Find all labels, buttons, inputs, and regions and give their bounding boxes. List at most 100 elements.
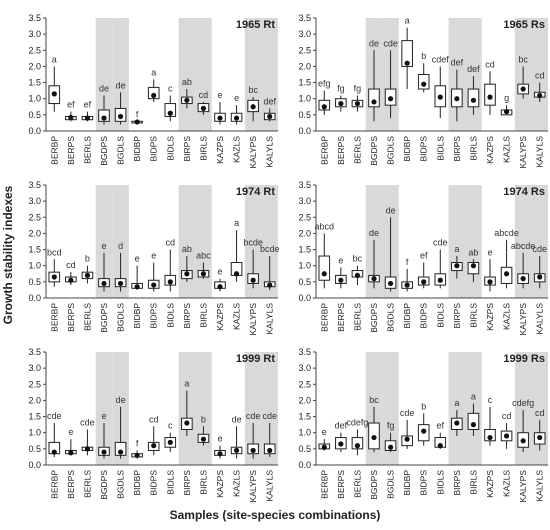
significance-letter: e bbox=[338, 255, 343, 265]
box-median bbox=[101, 449, 107, 455]
x-tick-label: BERPS bbox=[66, 303, 76, 332]
chart-panel: 0.0 0.5 1.0 1.5 2.0 2.5 3.0 3.5 1999 Rs e BERBP def… bbox=[298, 347, 548, 502]
significance-letter: ef bbox=[67, 100, 75, 110]
x-tick-label: KAZLS bbox=[502, 470, 512, 497]
box-median bbox=[503, 433, 510, 439]
box-median bbox=[267, 447, 273, 454]
y-tick-label: 3.0 bbox=[298, 196, 311, 206]
significance-letter: bc bbox=[248, 85, 258, 95]
box-median bbox=[503, 109, 510, 115]
panel-title: 1999 Rt bbox=[236, 353, 275, 365]
x-tick-label: KAZPS bbox=[485, 136, 495, 164]
significance-letter: e bbox=[101, 411, 106, 421]
panel-title: 1999 Rs bbox=[503, 353, 545, 365]
x-tick-label: BERLS bbox=[352, 470, 362, 498]
significance-letter: ab bbox=[182, 77, 192, 87]
shaded-column bbox=[95, 352, 113, 465]
y-tick-label: 2.0 bbox=[298, 61, 311, 71]
x-tick-label: KALYLS bbox=[535, 136, 545, 168]
significance-letter: bcde bbox=[260, 244, 280, 254]
significance-letter: de bbox=[369, 228, 379, 238]
y-tick-label: 3.5 bbox=[298, 180, 311, 190]
box-median bbox=[117, 113, 124, 120]
x-tick-label: BIDLS bbox=[165, 470, 175, 495]
x-tick-label: BIRLS bbox=[198, 470, 208, 495]
significance-letter: e bbox=[68, 427, 73, 437]
box-iqr bbox=[318, 255, 331, 281]
significance-letter: a bbox=[454, 398, 459, 408]
y-tick-label: 1.0 bbox=[298, 94, 311, 104]
significance-letter: cde bbox=[246, 411, 261, 421]
x-tick-label: KALYLS bbox=[535, 470, 545, 502]
box-median bbox=[267, 113, 273, 120]
x-tick-label: BERLS bbox=[82, 470, 92, 498]
x-tick-label: BIDPS bbox=[149, 470, 159, 496]
significance-letter: cd bbox=[149, 414, 159, 424]
box-median bbox=[134, 119, 140, 125]
x-tick-label: BIRPS bbox=[452, 303, 462, 329]
box-median bbox=[200, 105, 207, 111]
box-median bbox=[184, 420, 190, 426]
significance-letter: cd bbox=[199, 90, 209, 100]
significance-letter: cde bbox=[383, 38, 398, 48]
x-tick-label: BIDLS bbox=[435, 136, 445, 161]
significance-letter: b bbox=[85, 254, 90, 264]
box-median bbox=[68, 114, 74, 121]
significance-letter: bcd bbox=[47, 247, 62, 257]
significance-letter: cde bbox=[532, 244, 547, 254]
x-tick-label: BIDBP bbox=[402, 470, 412, 496]
shaded-column bbox=[448, 185, 466, 298]
x-tick-label: BIDLS bbox=[435, 470, 445, 495]
significance-letter: def bbox=[335, 421, 348, 431]
significance-letter: abcde bbox=[494, 228, 519, 238]
x-tick-label: KALYPS bbox=[518, 303, 528, 336]
y-tick-label: 2.0 bbox=[28, 228, 41, 238]
significance-letter: abcde bbox=[511, 241, 536, 251]
y-tick-label: 0.5 bbox=[298, 110, 311, 120]
significance-letter: cd bbox=[66, 260, 76, 270]
x-tick-label: BGDPS bbox=[99, 303, 109, 333]
x-tick-label: BERLS bbox=[82, 303, 92, 331]
x-tick-label: BERBP bbox=[49, 303, 59, 332]
significance-letter: ab bbox=[182, 244, 192, 254]
shaded-column bbox=[531, 18, 548, 131]
box-median bbox=[167, 439, 173, 445]
x-tick-label: BIRPS bbox=[452, 470, 462, 496]
box-median bbox=[151, 282, 157, 288]
x-tick-label: BIRPS bbox=[182, 303, 192, 329]
x-tick-label: BIDPS bbox=[419, 136, 429, 162]
box-median bbox=[520, 86, 526, 92]
y-tick-label: 2.0 bbox=[28, 395, 41, 405]
box-median bbox=[437, 94, 443, 100]
box-median bbox=[134, 284, 140, 290]
significance-letter: f bbox=[136, 438, 139, 448]
box-median bbox=[338, 441, 344, 447]
significance-letter: cde bbox=[433, 238, 448, 248]
x-tick-label: BERPS bbox=[66, 470, 76, 499]
panel-title: 1965 Rs bbox=[503, 19, 545, 31]
box-median bbox=[200, 271, 207, 277]
y-tick-label: 0.0 bbox=[298, 293, 311, 303]
box-median bbox=[84, 272, 91, 278]
x-tick-label: BGDLS bbox=[116, 470, 126, 499]
x-tick-label: BIRLS bbox=[198, 136, 208, 161]
box-median bbox=[51, 274, 57, 280]
box-median bbox=[354, 100, 361, 107]
x-tick-label: BGDLS bbox=[386, 470, 396, 499]
significance-letter: a bbox=[234, 218, 239, 228]
y-tick-label: 1.5 bbox=[28, 78, 41, 88]
y-tick-label: 1.0 bbox=[28, 261, 41, 271]
y-tick-label: 2.0 bbox=[298, 395, 311, 405]
box-median bbox=[437, 443, 443, 449]
y-tick-label: 0.5 bbox=[298, 444, 311, 454]
box-median bbox=[117, 449, 124, 455]
box-median bbox=[421, 279, 427, 285]
significance-letter: e bbox=[217, 267, 222, 277]
significance-letter: cde bbox=[400, 408, 415, 418]
significance-letter: bc bbox=[518, 54, 528, 64]
box-median bbox=[520, 276, 526, 282]
box-median bbox=[250, 277, 256, 283]
box-median bbox=[51, 449, 57, 455]
significance-letter: cde bbox=[262, 411, 277, 421]
